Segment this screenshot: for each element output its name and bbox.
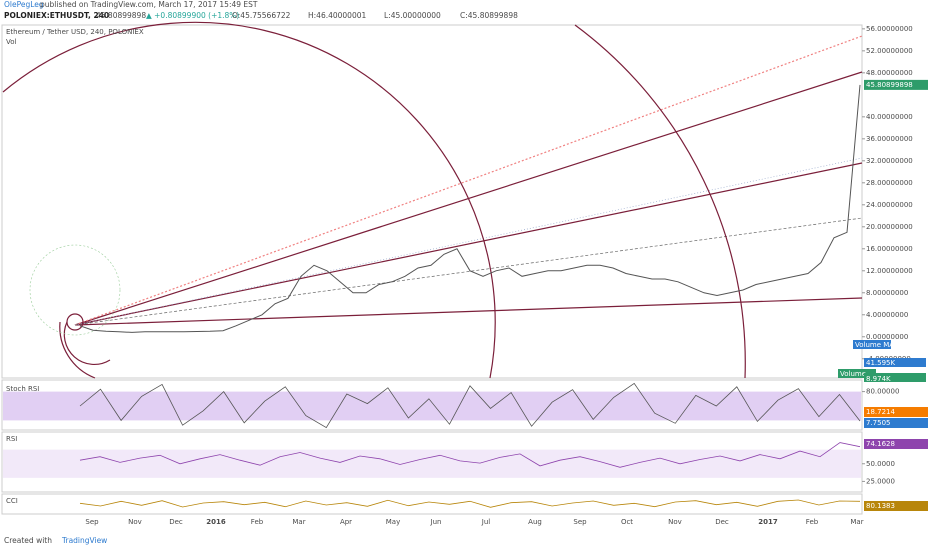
x-tick-label: May <box>386 518 400 526</box>
y-tick-label: 28.00000000 <box>866 179 913 187</box>
y-tick-label: 32.00000000 <box>866 157 913 165</box>
x-tick-label: Mar <box>850 518 863 526</box>
y-tick-label: 20.00000000 <box>866 223 913 231</box>
x-tick-label: Sep <box>573 518 587 526</box>
vol-tag <box>864 358 926 367</box>
vol-tag <box>864 373 926 382</box>
x-tick-label: Dec <box>169 518 183 526</box>
high: H:46.40000001 <box>308 11 366 20</box>
vol-tag-label: 41.595K <box>866 359 895 367</box>
vol-tag-label: 8.974K <box>866 375 891 383</box>
close: C:45.80899898 <box>460 11 518 20</box>
y-tick-label: 52.00000000 <box>866 47 913 55</box>
pane-subtitle: Vol <box>6 38 17 46</box>
y-tick-label: 80.00000 <box>866 388 899 396</box>
y-tick-label: 56.00000000 <box>866 25 913 33</box>
open: O:45.75566722 <box>232 11 291 20</box>
y-tick-label: 24.00000000 <box>866 201 913 209</box>
x-tick-label: 2017 <box>758 518 778 526</box>
y-tick-label: 4.00000000 <box>866 311 908 319</box>
series-line <box>79 382 861 429</box>
value-tag-label: 18.7214 <box>866 408 895 416</box>
value-tag <box>864 501 928 511</box>
created: Created with <box>4 536 52 545</box>
value-tag-label: 7.7505 <box>866 419 891 427</box>
pane-title: Stoch RSI <box>6 385 39 393</box>
y-tick-label: 0.00000000 <box>866 333 908 341</box>
x-tick-label: Nov <box>668 518 682 526</box>
value-tag <box>864 79 928 90</box>
x-tick-label: Nov <box>128 518 142 526</box>
x-tick-label: Apr <box>340 518 352 526</box>
last: 45.80899898 <box>96 11 146 20</box>
brand: TradingView <box>61 536 107 545</box>
series-line <box>79 499 861 508</box>
pane-title: CCI <box>6 497 18 505</box>
x-tick-label: 2016 <box>206 518 226 526</box>
band <box>3 449 861 478</box>
x-tick-label: Dec <box>715 518 729 526</box>
pane-borders <box>1 24 863 515</box>
x-tick-label: Oct <box>621 518 633 526</box>
value-tag <box>864 439 928 449</box>
vol-tag <box>838 369 876 378</box>
y-tick-label: 25.0000 <box>866 477 895 485</box>
value-tag <box>864 418 928 428</box>
value-tag <box>864 407 928 417</box>
x-tick-label: Feb <box>806 518 819 526</box>
series-line <box>79 442 861 468</box>
published: published on TradingView.com, March 17, … <box>40 0 258 9</box>
x-tick-label: Jun <box>430 518 442 526</box>
author: OlePegLeg <box>4 0 44 9</box>
pane-title: Ethereum / Tether USD, 240, POLONIEX <box>6 28 144 36</box>
pane-title: RSI <box>6 435 17 443</box>
y-tick-label: 48.00000000 <box>866 69 913 77</box>
x-tick-label: Jul <box>481 518 491 526</box>
value-tag-label: 45.80899898 <box>866 81 913 89</box>
x-tick-label: Sep <box>85 518 99 526</box>
drawings <box>2 21 863 379</box>
x-tick-label: Feb <box>251 518 264 526</box>
band <box>3 391 861 421</box>
y-tick-label: 40.00000000 <box>866 113 913 121</box>
vol-tag-label: Volume MA <box>855 341 894 349</box>
series-line <box>79 84 861 333</box>
x-tick-label: Aug <box>528 518 542 526</box>
y-tick-label: 36.00000000 <box>866 135 913 143</box>
vol-tag-label: Volume <box>840 370 866 378</box>
y-tick-label: 16.00000000 <box>866 245 913 253</box>
value-tag-label: 74.1628 <box>866 440 895 448</box>
y-tick-label: 50.0000 <box>866 460 895 468</box>
change: ▲ +0.80899900 (+1.8%) <box>146 11 239 20</box>
vol-tag <box>853 340 891 349</box>
value-tag-label: 80.1383 <box>866 502 895 510</box>
y-tick-label: 12.00000000 <box>866 267 913 275</box>
y-tick-label: 8.00000000 <box>866 289 908 297</box>
symbol: POLONIEX:ETHUSDT, 240 <box>4 11 109 20</box>
x-tick-label: Mar <box>292 518 305 526</box>
low: L:45.00000000 <box>384 11 441 20</box>
